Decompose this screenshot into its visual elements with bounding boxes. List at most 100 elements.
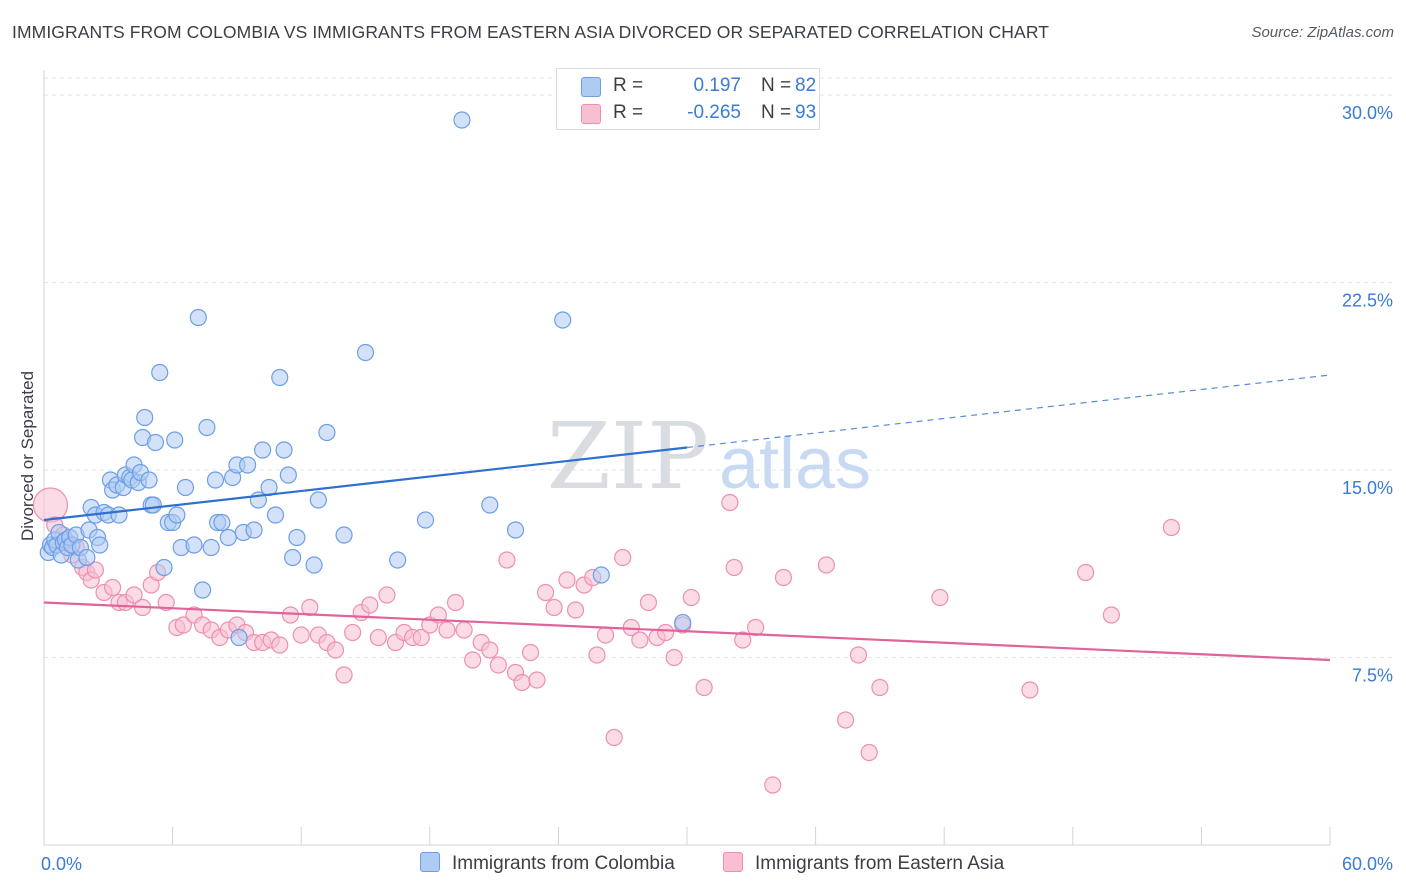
point-eastern-asia: [545, 598, 563, 617]
point-colombia: [592, 566, 610, 584]
point-eastern-asia: [125, 586, 143, 604]
r-value: 0.197: [693, 75, 741, 96]
point-eastern-asia: [521, 643, 540, 662]
point-colombia: [239, 456, 257, 474]
point-eastern-asia: [369, 628, 387, 647]
point-colombia: [271, 368, 289, 387]
point-eastern-asia: [817, 556, 835, 574]
r-label: R =: [613, 102, 644, 123]
point-colombia: [155, 558, 173, 577]
point-colombia: [213, 513, 231, 532]
point-eastern-asia: [566, 601, 585, 619]
point-eastern-asia: [682, 588, 700, 607]
point-eastern-asia: [931, 588, 949, 607]
point-colombia: [176, 478, 195, 497]
point-eastern-asia: [837, 711, 855, 729]
point-eastern-asia: [326, 641, 345, 659]
legend-item-eastern-asia: Immigrants from Eastern Asia: [723, 852, 1004, 875]
point-eastern-asia: [438, 621, 456, 639]
watermark: ZIP atlas: [547, 403, 871, 510]
legend-label-eastern-asia: Immigrants from Eastern Asia: [755, 853, 1005, 874]
point-colombia: [230, 628, 248, 647]
n-value: 82: [795, 75, 817, 96]
r-value: -0.265: [687, 102, 741, 123]
point-eastern-asia: [446, 593, 465, 612]
point-colombia: [481, 496, 499, 514]
point-eastern-asia: [558, 571, 576, 589]
point-colombia: [146, 433, 165, 452]
trend-lines: [43, 374, 1331, 662]
n-label: N =: [761, 102, 792, 123]
point-colombia: [110, 506, 128, 524]
point-eastern-asia: [1077, 563, 1095, 582]
n-label: N =: [761, 75, 792, 96]
point-eastern-asia: [588, 646, 606, 664]
source-credit: Source: ZipAtlas.com: [1251, 24, 1394, 41]
point-eastern-asia: [464, 651, 482, 669]
point-colombia: [305, 556, 323, 574]
point-eastern-asia: [656, 623, 675, 642]
point-eastern-asia: [1102, 606, 1120, 624]
point-colombia: [185, 536, 203, 554]
point-eastern-asia: [860, 743, 878, 762]
chart-title: IMMIGRANTS FROM COLOMBIA VS IMMIGRANTS F…: [12, 22, 1050, 42]
gridlines: [44, 77, 1392, 658]
trend-line-eastern-asia: [43, 601, 1331, 662]
point-colombia: [245, 521, 263, 539]
point-eastern-asia: [455, 621, 473, 639]
point-colombia: [254, 441, 272, 459]
point-eastern-asia: [695, 678, 713, 697]
point-colombia: [198, 418, 216, 437]
y-tick-label: 22.5%: [1342, 291, 1393, 311]
point-eastern-asia: [631, 631, 649, 649]
point-colombia: [78, 548, 96, 567]
y-tick-label: 15.0%: [1342, 478, 1393, 498]
point-colombia: [275, 441, 293, 459]
point-colombia: [219, 528, 237, 547]
point-colombia: [202, 538, 220, 557]
legend-swatch-eastern-asia: [581, 104, 601, 124]
n-value: 93: [795, 102, 817, 123]
point-colombia: [168, 506, 186, 524]
point-colombia: [91, 536, 109, 554]
point-eastern-asia: [1162, 518, 1180, 537]
point-eastern-asia: [746, 618, 765, 637]
r-label: R =: [613, 75, 644, 96]
point-colombia: [194, 581, 212, 599]
y-axis-label: Divorced or Separated: [18, 370, 37, 542]
point-eastern-asia: [774, 568, 793, 587]
point-eastern-asia: [103, 578, 122, 597]
point-colombia: [266, 506, 285, 524]
point-eastern-asia: [614, 548, 632, 567]
legend-label-colombia: Immigrants from Colombia: [452, 853, 675, 874]
point-eastern-asia: [721, 493, 739, 512]
point-eastern-asia: [725, 558, 743, 577]
series-eastern-asia-points: [32, 487, 1180, 794]
point-eastern-asia: [596, 626, 615, 644]
x-tick-label: 60.0%: [1342, 854, 1393, 874]
point-eastern-asia: [849, 646, 868, 664]
point-colombia: [206, 471, 225, 489]
y-tick-label: 7.5%: [1352, 666, 1393, 686]
point-eastern-asia: [335, 666, 353, 684]
point-colombia: [674, 613, 692, 632]
trend-line-colombia: [43, 446, 688, 522]
point-colombia: [140, 471, 158, 489]
point-eastern-asia: [665, 648, 683, 667]
point-eastern-asia: [344, 623, 362, 642]
point-colombia: [506, 521, 525, 539]
legend-swatch-colombia: [581, 77, 601, 97]
watermark-zip: ZIP: [547, 403, 709, 510]
x-tick-label: 0.0%: [41, 854, 82, 874]
legend-item-colombia: Immigrants from Colombia: [420, 852, 675, 875]
point-eastern-asia: [174, 616, 192, 634]
point-eastern-asia: [1021, 681, 1039, 699]
tick-labels: 7.5% 15.0% 22.5% 30.0% 0.0% 60.0%: [41, 103, 1393, 874]
point-colombia: [288, 528, 306, 547]
series-colombia-points: [39, 111, 692, 647]
point-colombia: [189, 308, 207, 327]
point-eastern-asia: [528, 671, 546, 689]
point-eastern-asia: [734, 631, 752, 649]
point-eastern-asia: [271, 636, 289, 654]
